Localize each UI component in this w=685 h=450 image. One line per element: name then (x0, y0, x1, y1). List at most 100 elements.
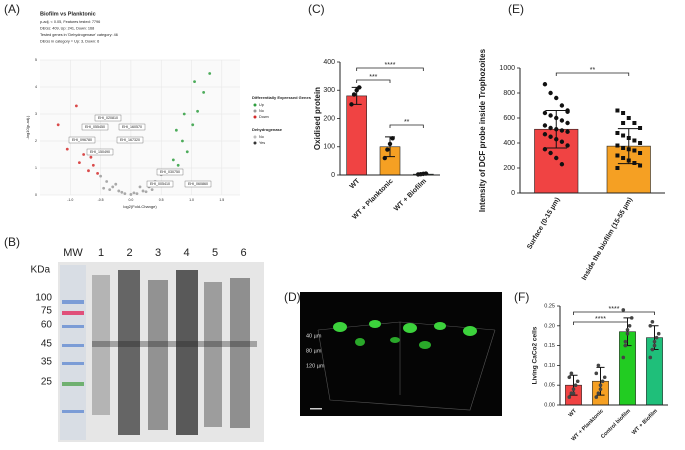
point (548, 90, 553, 96)
gene-label: EHI_096780 (72, 138, 92, 142)
point (196, 109, 199, 113)
point (571, 387, 576, 391)
chart-subtitle: DEGs in category = Up: 3, Down: 6 (40, 40, 99, 44)
point (114, 182, 118, 186)
point (390, 136, 395, 141)
point (102, 186, 106, 190)
x-tick-label: 0.0 (128, 198, 133, 202)
significance: ** (404, 119, 410, 126)
point (571, 391, 576, 395)
point (357, 85, 362, 90)
lane-label: 1 (98, 247, 104, 259)
point (615, 153, 620, 158)
point (648, 324, 653, 328)
point (565, 120, 570, 126)
y-tick-label: 0 (331, 172, 335, 179)
bracket (573, 311, 655, 315)
marker-label: 75 (41, 306, 53, 317)
point (621, 355, 626, 360)
y-axis-label: Living CaCo2 cells (532, 326, 539, 384)
gene-label: EHI_005410 (150, 182, 170, 186)
point (542, 123, 548, 128)
gene-label: EHI_150490 (90, 150, 110, 154)
point (123, 192, 127, 196)
y-tick-label: 5 (35, 58, 37, 62)
marker-label: 45 (41, 339, 53, 350)
point (554, 137, 559, 142)
point (594, 371, 599, 376)
point (349, 102, 354, 107)
point (96, 172, 99, 175)
panel-label: (F) (514, 290, 529, 304)
point (565, 109, 570, 114)
gene-label: EHI_055450 (85, 125, 105, 129)
point (548, 113, 553, 118)
legend-title: Dehydrogenase (252, 127, 283, 132)
legend-label: Up (259, 103, 264, 107)
gene-label: EHI_030750 (160, 170, 180, 174)
legend-label: No (259, 135, 264, 139)
point (554, 115, 559, 121)
point (596, 363, 601, 368)
point (108, 188, 112, 192)
axis (519, 68, 665, 194)
y-axis-label: Intensity of DCF probe inside Trophozoit… (478, 48, 487, 212)
bracket (555, 72, 630, 76)
point (621, 133, 626, 138)
chart-title: Biofilm vs Planktonic (40, 11, 96, 17)
point (626, 116, 631, 120)
point (625, 327, 630, 332)
point (138, 185, 142, 189)
point (559, 162, 565, 167)
gene-label-box (146, 180, 174, 188)
y-axis-label: -log10(p-adj.) (25, 115, 30, 139)
point (559, 139, 565, 144)
y-tick-label: 0.20 (544, 323, 555, 329)
x-tick-label: WT + Biofilm (631, 408, 659, 436)
x-tick-label: Surface (0-15 µm) (526, 196, 561, 250)
gene-label-box (184, 180, 212, 188)
point (193, 80, 196, 83)
point (144, 190, 148, 194)
point (559, 128, 565, 133)
blot-mw: MW (63, 247, 83, 259)
significance: **** (595, 316, 606, 323)
legend-swatch (253, 109, 257, 113)
y-tick-label: 400 (323, 59, 335, 66)
y-tick-label: 0.10 (544, 363, 555, 369)
legend-label: Down (259, 115, 269, 119)
depth-label: 80 µm (306, 348, 322, 354)
point (181, 139, 184, 143)
y-axis-label: Oxidised protein (313, 87, 322, 150)
marker-label: 25 (41, 377, 53, 388)
point (385, 147, 390, 152)
gene-label-box (118, 123, 146, 131)
y-tick-label: 0 (35, 193, 37, 197)
point (171, 158, 175, 162)
gene-label-box (116, 136, 144, 144)
point (569, 371, 574, 376)
point (559, 103, 565, 108)
point (629, 316, 634, 320)
point (87, 169, 90, 173)
point (559, 118, 565, 123)
point (600, 379, 605, 384)
point (129, 193, 133, 196)
point (141, 189, 145, 193)
panel-label: (D) (284, 290, 301, 304)
point (615, 143, 620, 148)
point (638, 151, 643, 155)
point (120, 190, 124, 194)
point (542, 147, 548, 152)
point (387, 141, 393, 147)
point (105, 180, 109, 183)
depth-label: 120 µm (306, 363, 325, 369)
point (185, 150, 189, 154)
gene-label-box (81, 123, 109, 131)
bracket (356, 67, 424, 71)
x-tick-label: WT (349, 177, 362, 190)
point (602, 375, 607, 380)
point (615, 166, 620, 170)
legend-label: Yes (259, 141, 265, 145)
point (638, 126, 643, 130)
